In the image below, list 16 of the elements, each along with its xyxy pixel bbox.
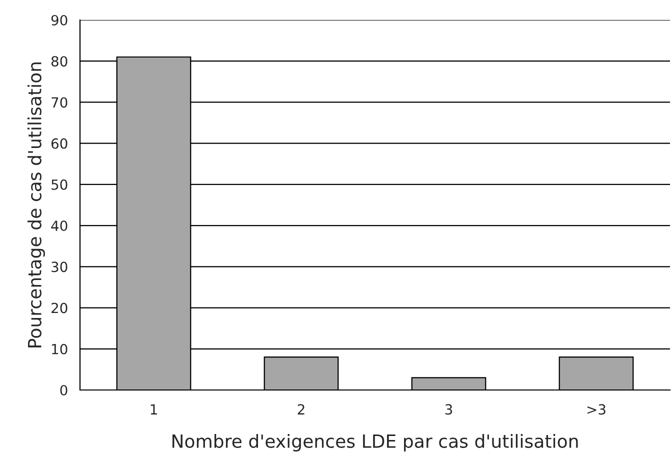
y-tick-label: 0 — [60, 384, 68, 396]
y-tick-label: 90 — [51, 14, 68, 26]
y-tick-label: 70 — [52, 97, 68, 108]
y-tick-label: 40 — [51, 220, 68, 232]
y-tick-label: 50 — [52, 179, 68, 190]
y-tick-label: 20 — [52, 302, 68, 314]
y-tick-label: 10 — [52, 344, 68, 354]
x-axis-title: Nombre d'exigences LDE par cas d'utilisation — [172, 434, 578, 452]
x-tick-label: >3 — [587, 404, 606, 415]
x-tick-label: 2 — [298, 404, 304, 414]
y-axis-title: Pourcentage de cas d'utilisation — [27, 62, 45, 348]
y-tick-label: 80 — [51, 56, 68, 67]
x-tick-label: 3 — [445, 404, 452, 415]
x-tick-label: 1 — [150, 404, 157, 414]
y-tick-label: 30 — [52, 262, 68, 272]
y-tick-label: 60 — [51, 138, 68, 149]
